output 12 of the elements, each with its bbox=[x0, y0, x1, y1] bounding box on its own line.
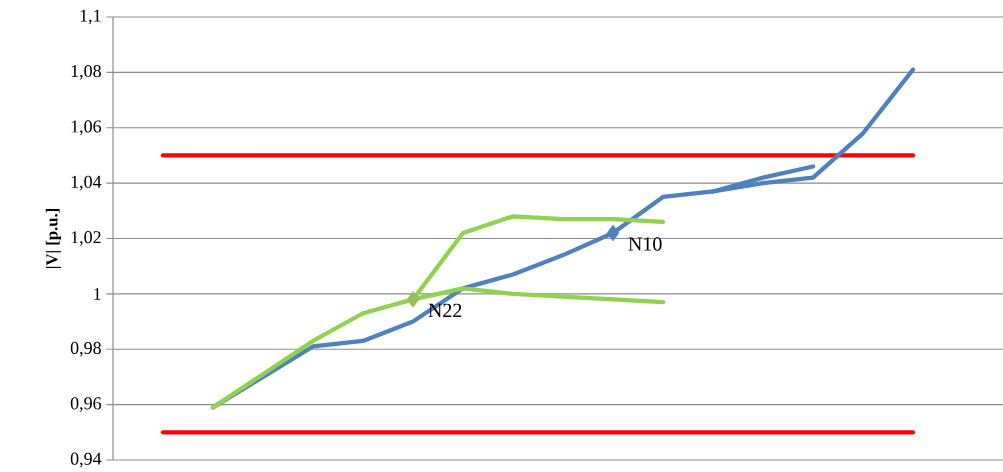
series-label: N22 bbox=[428, 303, 462, 317]
y-tick-label: 1,08 bbox=[71, 64, 101, 80]
y-tick-label: 1,1 bbox=[80, 9, 101, 25]
y-tick-label: 0,94 bbox=[70, 452, 102, 468]
y-axis-title: |V| [p.u.] bbox=[45, 209, 61, 268]
y-tick-label: 1 bbox=[94, 287, 101, 300]
y-tick-label: 1,02 bbox=[71, 231, 101, 246]
y-tick-label: 0,98 bbox=[70, 341, 101, 357]
series-label: N10 bbox=[628, 237, 662, 251]
y-tick-label: 1,04 bbox=[71, 175, 102, 191]
y-tick-label: 0,96 bbox=[70, 397, 102, 412]
y-tick-label: 1,06 bbox=[71, 120, 102, 136]
